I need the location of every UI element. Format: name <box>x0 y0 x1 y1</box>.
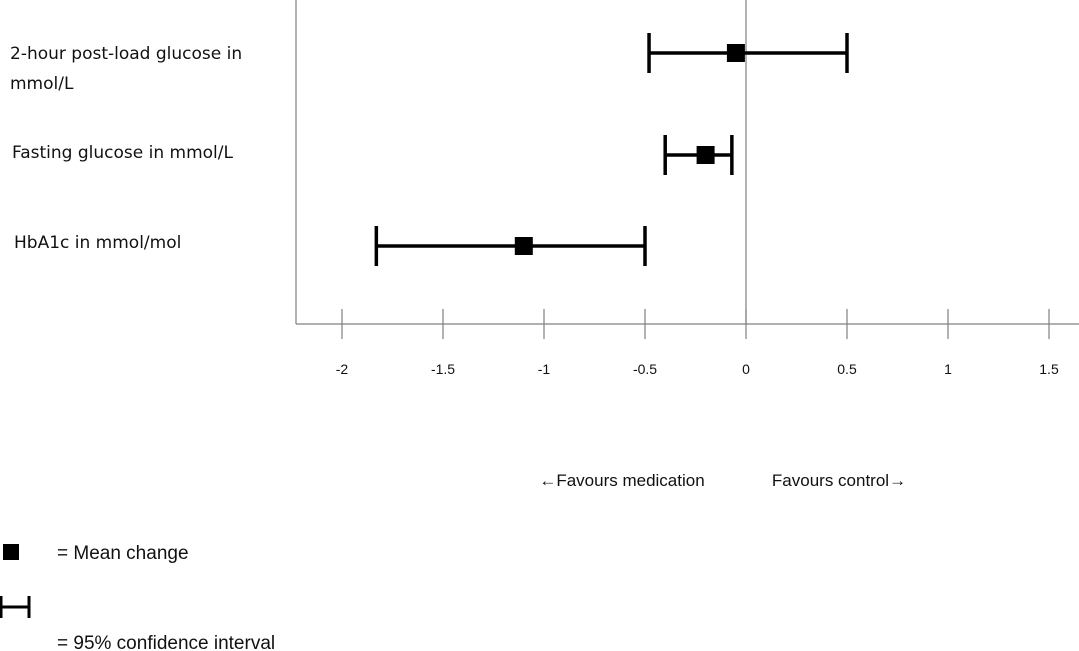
x-tick-label: 1.5 <box>1039 361 1059 377</box>
x-tick-label: 0 <box>742 361 750 377</box>
x-tick-label: -2 <box>336 361 349 377</box>
legend-square-icon <box>3 544 19 560</box>
mean-marker <box>514 237 533 255</box>
category-label: HbA1c in mmol/mol <box>14 233 181 253</box>
category-label: 2-hour post-load glucose in mmol/L <box>10 44 242 94</box>
data-marks <box>374 33 849 266</box>
legend-interval-icon <box>0 596 31 618</box>
x-tick-label: -1.5 <box>431 361 455 377</box>
x-tick-label: -1 <box>538 361 551 377</box>
category-labels: 2-hour post-load glucose in mmol/L Fasting… <box>10 44 242 253</box>
mean-marker <box>726 44 745 62</box>
category-label: Fasting glucose in mmol/L <box>12 143 233 163</box>
favours-control-label: Favours control→ <box>772 471 906 490</box>
mean-marker <box>696 146 715 164</box>
legend-mean-label: = Mean change <box>57 543 189 564</box>
legend-ci-label: = 95% confidence interval <box>57 633 275 651</box>
x-axis-ticks: -2 -1.5 -1 -0.5 0 0.5 1 1.5 <box>336 309 1059 377</box>
x-tick-label: -0.5 <box>633 361 657 377</box>
x-tick-label: 1 <box>944 361 952 377</box>
favours-medication-label: ←Favours medication <box>539 471 704 490</box>
x-tick-label: 0.5 <box>837 361 857 377</box>
